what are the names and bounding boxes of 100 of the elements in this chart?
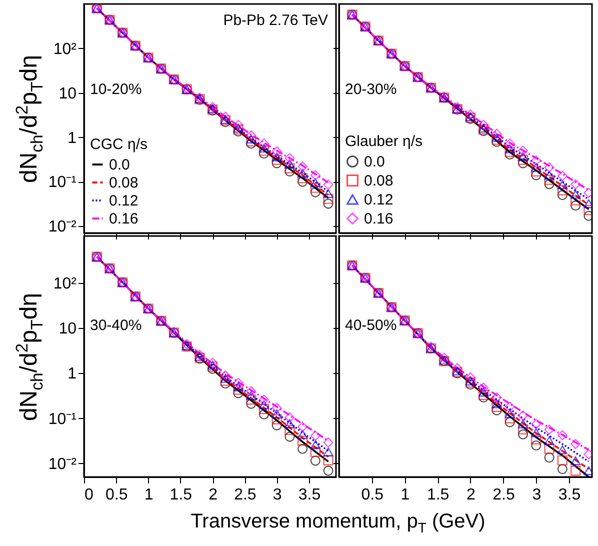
point: [298, 444, 308, 454]
point: [557, 445, 568, 454]
x-tick-label: 2.5: [492, 486, 516, 504]
point: [557, 190, 568, 200]
point: [504, 146, 515, 157]
x-tick-label: 3: [532, 486, 542, 504]
annotation: 30-40%: [90, 317, 142, 334]
legend-label: 0.12: [364, 192, 394, 208]
point: [310, 182, 320, 193]
point: [220, 370, 230, 381]
point: [246, 138, 256, 149]
point: [465, 372, 476, 382]
legend-label: 0.16: [364, 210, 394, 228]
point: [284, 153, 295, 164]
point: [208, 358, 218, 368]
x-tick-label: 3: [272, 486, 282, 504]
point: [298, 168, 308, 178]
point: [272, 146, 282, 156]
y-tick-label: 10⁻¹: [48, 410, 76, 428]
point: [233, 378, 244, 388]
point: [557, 180, 568, 190]
point: [258, 138, 270, 148]
point: [310, 446, 320, 457]
x-tick-label: 0: [84, 486, 94, 504]
point: [246, 130, 256, 140]
point: [272, 152, 282, 162]
y-tick-label: 10²: [53, 40, 78, 58]
y-tick-label: 10⁻¹: [48, 174, 76, 192]
point: [544, 174, 554, 185]
point: [298, 161, 308, 172]
point: [323, 194, 334, 204]
legend-label: 0.12: [109, 192, 138, 210]
point: [258, 400, 270, 410]
point: [557, 170, 568, 181]
point: [504, 138, 515, 149]
legend-label: 0.0: [364, 154, 385, 170]
point: [233, 384, 244, 395]
point: [570, 456, 581, 466]
point: [531, 166, 542, 176]
point: [272, 420, 282, 430]
x-axis-title: Transverse momentum, p$_{T}$ (GeV): [190, 510, 486, 536]
point: [570, 195, 581, 206]
point: [570, 190, 581, 199]
point: [258, 409, 270, 420]
y-tick-label: 10²: [53, 275, 78, 292]
point: [465, 376, 476, 386]
point: [246, 398, 256, 409]
y-tick-label: 1: [68, 366, 77, 383]
point: [478, 120, 489, 130]
point: [557, 455, 568, 466]
point: [323, 180, 334, 190]
point: [518, 146, 528, 156]
x-tick-label: 0.5: [361, 486, 384, 504]
x-tick-label: 1.5: [426, 486, 450, 504]
point: [544, 179, 554, 190]
point: [310, 178, 320, 188]
point: [233, 382, 244, 392]
point: [323, 189, 334, 198]
point: [478, 390, 489, 400]
point: [531, 418, 542, 429]
point: [258, 394, 270, 405]
point: [220, 112, 230, 122]
point: [246, 134, 256, 144]
point: [284, 432, 295, 442]
point: [557, 464, 568, 474]
point: [310, 187, 320, 198]
x-tick-label: 3.5: [298, 486, 321, 504]
point: [531, 434, 542, 444]
y-tick-label: 10⁻²: [48, 218, 78, 236]
point: [544, 424, 554, 435]
point: [570, 466, 581, 476]
point: [298, 430, 308, 439]
y-tick-label: 1: [68, 130, 77, 147]
point: [492, 392, 502, 402]
annotation: 10-20%: [90, 81, 142, 98]
legend-label: 0.08: [109, 174, 138, 192]
point: [544, 170, 554, 180]
point: [233, 120, 244, 130]
point: [518, 154, 528, 165]
point: [504, 149, 515, 160]
point: [284, 163, 295, 174]
point: [220, 374, 230, 383]
point: [258, 404, 270, 414]
point: [323, 198, 334, 209]
point: [310, 430, 320, 441]
legend-title: Glauber η/s: [345, 133, 423, 150]
point: [298, 173, 308, 184]
point: [258, 144, 270, 153]
point: [570, 200, 581, 211]
point: [272, 154, 282, 165]
point: [310, 456, 320, 466]
point: [298, 176, 308, 187]
point: [246, 394, 256, 405]
point: [492, 402, 502, 412]
point: [492, 133, 502, 142]
point: [284, 412, 295, 422]
x-tick-label: 1.5: [170, 486, 192, 504]
x-tick-label: 3.5: [558, 486, 581, 504]
point: [518, 429, 528, 440]
point: [272, 409, 282, 418]
